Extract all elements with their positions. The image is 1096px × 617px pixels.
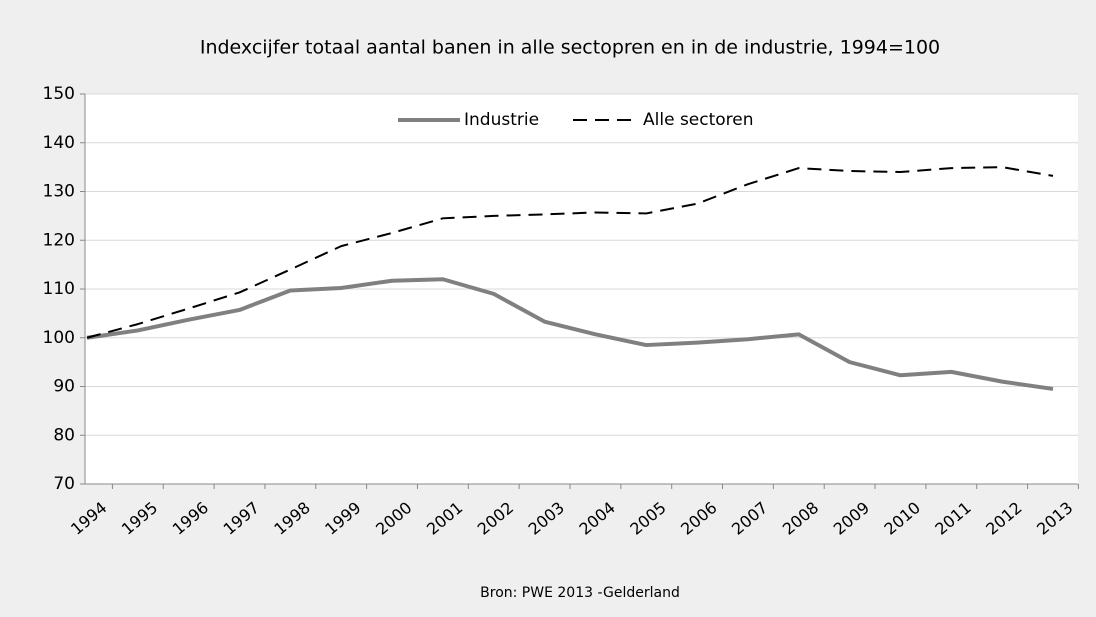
source: Bron: PWE 2013 -Gelderland — [480, 585, 680, 601]
y-tick-label: 150 — [43, 84, 75, 104]
chart-title: Indexcijfer totaal aantal banen in alle … — [200, 37, 940, 59]
line-series — [86, 277, 1054, 391]
legend-label: Industrie — [464, 110, 539, 130]
y-tick-label: 120 — [43, 230, 75, 250]
y-tick-label: 90 — [53, 377, 75, 397]
y-tick-label: 130 — [43, 182, 75, 202]
y-tick-label: 70 — [53, 474, 75, 494]
y-tick-label: 80 — [53, 425, 75, 445]
y-tick-label: 140 — [43, 133, 75, 153]
y-tick-label: 110 — [43, 279, 75, 299]
legend-label: Alle sectoren — [643, 110, 754, 130]
y-tick-label: 100 — [43, 328, 75, 348]
